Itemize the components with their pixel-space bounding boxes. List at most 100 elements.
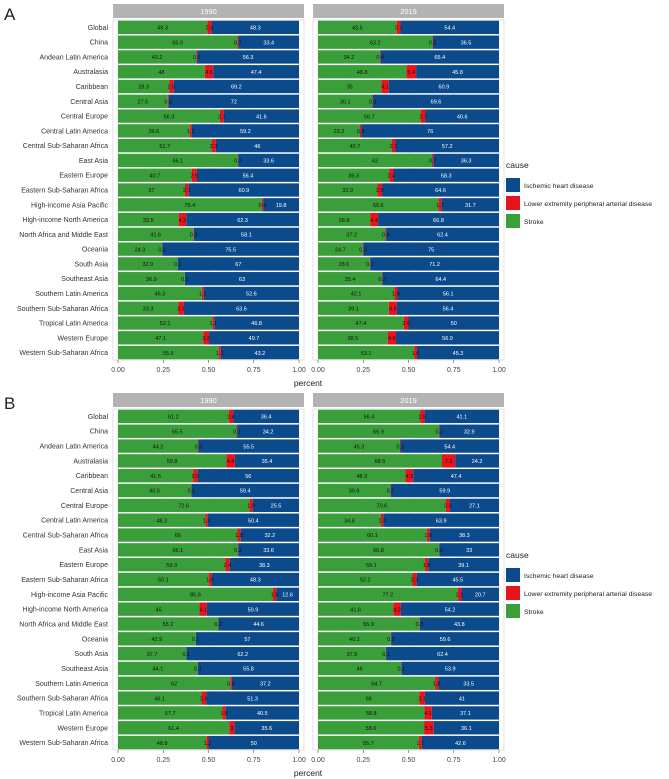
data-label-pad: 0.3 [359, 247, 367, 253]
data-label-ihd: 38.3 [259, 563, 270, 569]
bar-pad [412, 572, 417, 587]
data-label-pad: 3.2 [202, 336, 210, 342]
bar-stroke [318, 483, 391, 498]
data-label-stroke: 24.3 [135, 247, 146, 253]
facet-strip [113, 4, 304, 18]
panel-letter-B: B [4, 394, 15, 413]
bar-stroke [318, 139, 392, 153]
data-label-stroke: 66.1 [172, 159, 183, 165]
data-label-ihd: 50.9 [248, 607, 259, 613]
bar-stroke [118, 331, 204, 345]
data-label-pad: 2.1 [456, 593, 464, 599]
data-label-ihd: 59.9 [439, 489, 450, 495]
data-label-stroke: 40.7 [149, 173, 160, 179]
bar-ihd [438, 676, 499, 690]
bar-stroke [118, 79, 170, 94]
data-label-pad: 1.8 [433, 681, 441, 687]
data-label-ihd: 24.2 [472, 459, 483, 465]
data-label-pad: 0.7 [234, 40, 242, 46]
legend-title: cause [506, 550, 529, 560]
bar-ihd [382, 272, 499, 286]
data-label-stroke: 65.5 [172, 429, 183, 435]
category-label: Southern Sub-Saharan Africa [17, 696, 108, 703]
data-label-ihd: 47.4 [451, 474, 462, 480]
bar-stroke [118, 513, 206, 527]
bar-stroke [318, 646, 386, 661]
data-label-pad: 0.7 [429, 159, 437, 165]
data-label-stroke: 55.6 [163, 351, 174, 357]
data-label-stroke: 65.9 [172, 40, 183, 46]
data-label-ihd: 55.8 [243, 667, 254, 673]
category-label: Andean Latin America [40, 54, 109, 61]
data-label-stroke: 23.2 [334, 129, 345, 135]
facet-label-1990: 1990 [200, 396, 217, 405]
data-label-stroke: 48 [158, 70, 164, 76]
bar-ihd [209, 331, 299, 345]
data-label-ihd: 54.4 [444, 444, 455, 450]
x-tick-label: 0.75 [447, 367, 461, 374]
bar-pad [419, 691, 425, 705]
bar-stroke [118, 124, 190, 138]
data-label-pad: 0.8 [357, 129, 365, 135]
data-label-stroke: 58.6 [366, 726, 377, 732]
bar-pad [420, 109, 426, 123]
bar-ihd [396, 331, 499, 345]
bar-stroke [118, 439, 199, 453]
data-label-stroke: 48.3 [156, 518, 167, 524]
data-label-pad: 4.2 [393, 607, 401, 613]
data-label-ihd: 66.8 [433, 218, 444, 224]
data-label-pad: 1.8 [220, 711, 228, 717]
data-label-ihd: 56 [245, 474, 251, 480]
data-label-ihd: 35.6 [261, 726, 272, 732]
data-label-pad: 0.4 [382, 233, 390, 239]
bar-stroke [118, 183, 185, 197]
data-label-pad: 2.1 [183, 188, 191, 194]
data-label-ihd: 54.2 [445, 607, 456, 613]
data-label-stroke: 56.4 [364, 415, 375, 421]
bar-ihd [238, 543, 299, 557]
legend-swatch [506, 178, 520, 192]
data-label-ihd: 33.5 [463, 681, 474, 687]
category-label: Central Sub-Saharan Africa [23, 143, 108, 150]
bar-pad [230, 676, 232, 690]
data-label-pad: 0.8 [259, 203, 267, 209]
data-label-ihd: 59.6 [440, 637, 451, 643]
bar-pad [193, 227, 194, 241]
bar-stroke [118, 272, 185, 286]
data-label-ihd: 57.2 [442, 144, 453, 150]
data-label-stroke: 37.7 [147, 652, 158, 658]
bar-pad [225, 558, 230, 572]
bar-ihd [441, 198, 499, 212]
bar-pad [201, 691, 207, 705]
data-label-ihd: 32.9 [464, 429, 475, 435]
bar-pad [438, 198, 442, 212]
data-label-pad: 2.5 [168, 85, 176, 91]
data-label-stroke: 57.7 [165, 711, 176, 717]
category-label: South Asia [75, 651, 109, 658]
data-label-ihd: 35.4 [262, 459, 273, 465]
data-label-ihd: 59.2 [240, 129, 251, 135]
data-label-ihd: 40.5 [257, 711, 268, 717]
x-tick-label: 0.50 [402, 367, 416, 374]
data-label-ihd: 41.1 [456, 415, 467, 421]
legend-label: Ischemic heart disease [524, 183, 594, 190]
data-label-ihd: 62.3 [237, 218, 248, 224]
bar-pad [178, 212, 187, 227]
bar-pad [399, 439, 401, 453]
data-label-stroke: 28.6 [339, 262, 350, 268]
bar-stroke [318, 572, 413, 587]
bar-ihd [207, 513, 299, 527]
data-label-stroke: 63 [372, 159, 378, 165]
data-label-stroke: 48.8 [157, 741, 168, 747]
category-label: Australasia [73, 458, 108, 465]
bar-pad [432, 153, 434, 168]
legend-swatch [506, 568, 520, 582]
data-label-stroke: 46 [357, 667, 363, 673]
data-label-pad: 1.1 [209, 321, 217, 327]
bar-pad [385, 227, 387, 241]
bar-pad [393, 602, 401, 616]
bar-ihd [193, 227, 299, 241]
bar-ihd [386, 227, 499, 241]
bar-stroke [118, 721, 230, 735]
category-label: Western Sub-Saharan Africa [19, 740, 108, 747]
